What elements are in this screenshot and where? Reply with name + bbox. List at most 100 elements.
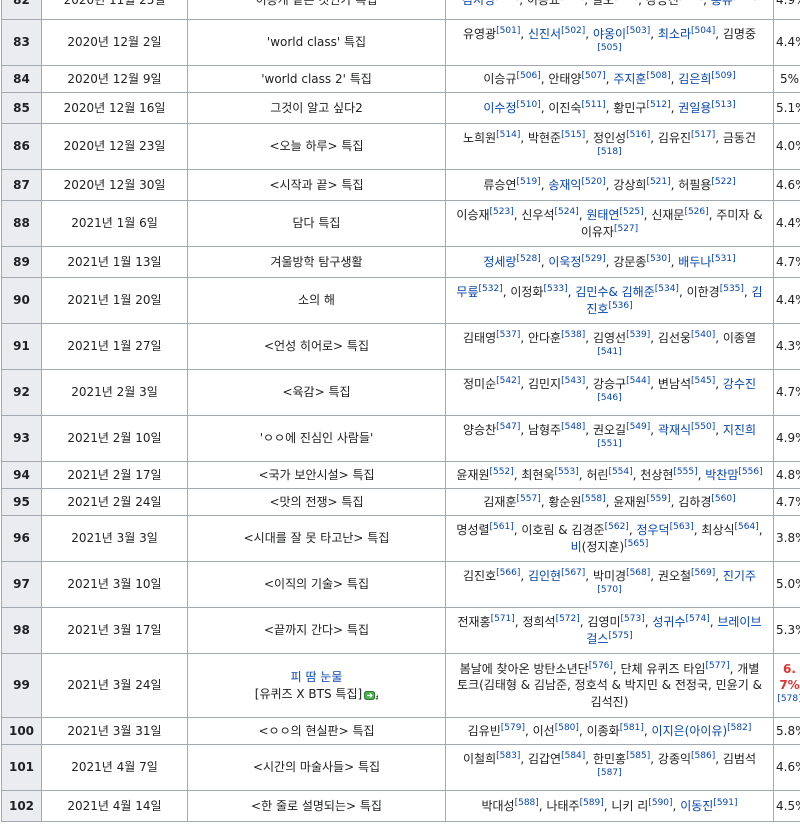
- external-link-icon[interactable]: #: [364, 689, 382, 702]
- reference-link[interactable]: [586]: [691, 751, 716, 761]
- reference-link[interactable]: [502]: [561, 26, 586, 36]
- reference-link[interactable]: [499]: [560, 0, 584, 2]
- reference-link[interactable]: [524]: [554, 207, 579, 217]
- reference-link[interactable]: [570]: [597, 584, 622, 595]
- guest-link[interactable]: 정세랑: [483, 254, 517, 269]
- reference-link[interactable]: [542]: [496, 376, 521, 386]
- guest-link[interactable]: 무릎: [456, 285, 479, 299]
- guest-link[interactable]: 주지훈: [613, 71, 647, 86]
- reference-link[interactable]: [571]: [490, 614, 515, 624]
- reference-link[interactable]: [504]: [691, 26, 716, 36]
- reference-link[interactable]: [574]: [685, 614, 710, 624]
- reference-link[interactable]: [505]: [597, 42, 622, 53]
- reference-link[interactable]: [533]: [543, 284, 568, 294]
- reference-link[interactable]: [516]: [626, 130, 651, 140]
- reference-link[interactable]: [583]: [496, 751, 521, 761]
- guest-link[interactable]: 지진희: [722, 423, 756, 437]
- guest-link[interactable]: 야옹이: [592, 27, 627, 41]
- reference-link[interactable]: [590]: [648, 797, 673, 808]
- reference-link[interactable]: [501]: [496, 26, 521, 36]
- reference-link[interactable]: [568]: [626, 568, 651, 578]
- guest-link[interactable]: 이동진: [680, 798, 714, 813]
- guest-link[interactable]: 박찬맘: [705, 467, 739, 482]
- reference-link[interactable]: [582]: [727, 722, 752, 733]
- guest-link[interactable]: 홍유: [710, 0, 733, 8]
- guest-link[interactable]: 김지영: [461, 0, 496, 8]
- guest-link[interactable]: & 김해준: [608, 285, 655, 299]
- reference-link[interactable]: [514]: [496, 130, 521, 140]
- guest-link[interactable]: 김민수: [575, 285, 609, 299]
- guest-link[interactable]: 비: [570, 539, 582, 554]
- reference-link[interactable]: [562]: [604, 522, 629, 532]
- guest-link[interactable]: 신진서: [527, 27, 562, 41]
- reference-link[interactable]: [520]: [581, 176, 606, 187]
- reference-link[interactable]: [578]: [777, 693, 800, 704]
- reference-link[interactable]: [529]: [581, 253, 606, 264]
- reference-link[interactable]: [587]: [597, 767, 622, 778]
- guest-link[interactable]: 원태연: [586, 208, 620, 222]
- reference-link[interactable]: [588]: [514, 797, 539, 808]
- guest-link[interactable]: 곽재식: [657, 423, 692, 437]
- reference-link[interactable]: [576]: [588, 660, 613, 671]
- guest-link[interactable]: 이수정: [483, 100, 517, 115]
- reference-link[interactable]: [527]: [613, 223, 639, 234]
- reference-link[interactable]: [556]: [738, 466, 763, 477]
- reference-link[interactable]: [512]: [646, 99, 671, 110]
- reference-link[interactable]: [550]: [691, 422, 716, 432]
- reference-link[interactable]: [515]: [561, 130, 586, 140]
- reference-link[interactable]: [518]: [597, 146, 622, 157]
- reference-link[interactable]: [577]: [705, 660, 730, 671]
- reference-link[interactable]: [567]: [561, 568, 586, 578]
- guest-link[interactable]: 권일용: [678, 100, 712, 115]
- guest-link[interactable]: 진기주: [722, 569, 756, 583]
- reference-link[interactable]: [541]: [597, 346, 622, 357]
- guest-link[interactable]: 김은희: [678, 71, 712, 86]
- reference-link[interactable]: [508]: [646, 70, 671, 81]
- reference-link[interactable]: [500]: [733, 0, 757, 2]
- reference-link[interactable]: [553]: [554, 466, 579, 477]
- reference-link[interactable]: [561]: [489, 522, 514, 532]
- reference-link[interactable]: [510]: [516, 99, 541, 110]
- reference-link[interactable]: [531]: [711, 253, 736, 264]
- reference-link[interactable]: [572]: [555, 614, 580, 624]
- reference-link[interactable]: [534]: [654, 284, 679, 294]
- reference-link[interactable]: [536]: [608, 300, 633, 311]
- reference-link[interactable]: [548]: [561, 422, 586, 432]
- reference-link[interactable]: [549]: [626, 422, 651, 432]
- reference-link[interactable]: [528]: [516, 253, 541, 264]
- reference-link[interactable]: [540]: [691, 330, 716, 340]
- reference-link[interactable]: [591]: [713, 797, 738, 808]
- reference-link[interactable]: [560]: [711, 493, 736, 504]
- reference-link[interactable]: [552]: [489, 466, 514, 477]
- reference-link[interactable]: [500]: [614, 0, 638, 2]
- guest-link[interactable]: 성귀수: [652, 615, 686, 629]
- guest-link[interactable]: 걸스: [586, 631, 609, 646]
- reference-link[interactable]: [509]: [711, 70, 736, 81]
- reference-link[interactable]: [555]: [673, 466, 698, 477]
- reference-link[interactable]: [545]: [691, 376, 716, 386]
- reference-link[interactable]: [500]: [679, 0, 703, 2]
- guest-link[interactable]: 김: [751, 285, 763, 299]
- guest-link[interactable]: 정우덕: [636, 523, 670, 537]
- reference-link[interactable]: [537]: [496, 330, 521, 340]
- reference-link[interactable]: [584]: [561, 751, 586, 761]
- reference-link[interactable]: [519]: [516, 176, 541, 187]
- reference-link[interactable]: [526]: [684, 207, 709, 217]
- reference-link[interactable]: [513]: [711, 99, 736, 110]
- guest-link[interactable]: 이욱정: [548, 254, 582, 269]
- reference-link[interactable]: [579]: [500, 722, 525, 733]
- reference-link[interactable]: [517]: [691, 130, 716, 140]
- reference-link[interactable]: [554]: [608, 466, 633, 477]
- reference-link[interactable]: [507]: [581, 70, 606, 81]
- reference-link[interactable]: [564]: [734, 522, 759, 532]
- reference-link[interactable]: [580]: [554, 722, 579, 733]
- reference-link[interactable]: [551]: [597, 438, 622, 449]
- reference-link[interactable]: [575]: [608, 630, 633, 641]
- reference-link[interactable]: [539]: [626, 330, 651, 340]
- reference-link[interactable]: [503]: [626, 26, 651, 36]
- guest-link[interactable]: 송재익: [548, 177, 582, 192]
- reference-link[interactable]: [559]: [646, 493, 671, 504]
- reference-link[interactable]: [523]: [489, 207, 514, 217]
- reference-link[interactable]: [585]: [626, 751, 651, 761]
- reference-link[interactable]: [566]: [496, 568, 521, 578]
